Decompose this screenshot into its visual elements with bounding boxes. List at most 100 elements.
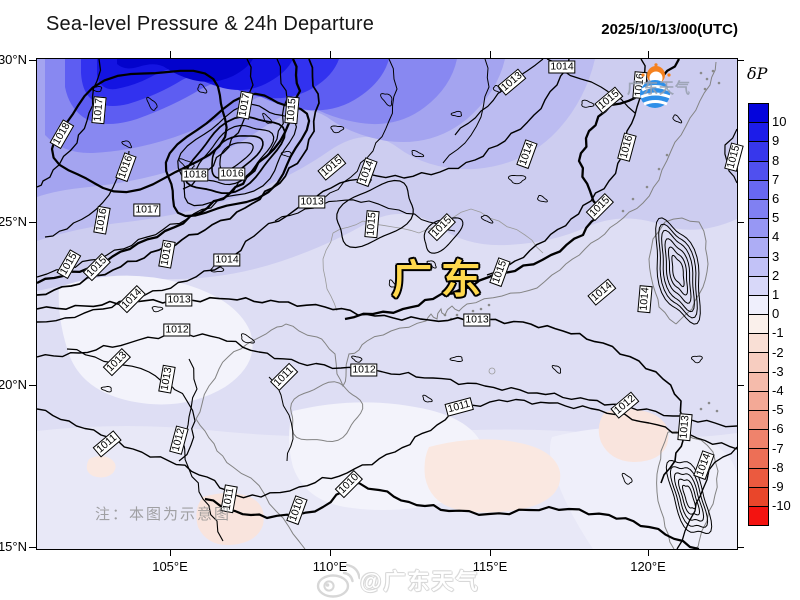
contour-label: 1017	[91, 95, 107, 125]
colorbar-tick-label: -9	[772, 479, 784, 494]
contour-label: 1015	[724, 142, 744, 172]
x-axis-tick-label: 105°E	[152, 559, 188, 574]
contour-label: 1013	[677, 412, 693, 442]
colorbar-segment	[749, 160, 768, 180]
x-axis-tick-label: 115°E	[472, 559, 508, 574]
colorbar-segment	[749, 237, 768, 257]
contour-label: 1015	[56, 248, 82, 280]
colorbar-tick-label: 0	[772, 306, 780, 322]
colorbar-tick-label: 10	[772, 114, 787, 130]
axis-tick	[490, 51, 492, 58]
contour-label: 1016	[115, 151, 137, 183]
colorbar-tick-label: -3	[772, 363, 784, 379]
contour-label: 1011	[444, 397, 474, 417]
contour-label: 1016	[218, 167, 246, 181]
axis-tick	[737, 547, 744, 549]
axis-tick	[170, 51, 172, 58]
colorbar-segment	[749, 198, 768, 219]
colorbar-segment	[749, 141, 768, 161]
x-axis-tick-label: 120°E	[630, 559, 666, 574]
contour-label: 1013	[298, 195, 326, 209]
colorbar-segment	[749, 352, 768, 372]
colorbar-segment	[749, 256, 768, 276]
colorbar-segment	[749, 390, 768, 410]
axis-tick	[737, 385, 744, 387]
contour-label: 1014	[213, 253, 241, 267]
contour-label: 1018	[181, 168, 209, 182]
colorbar-segment	[749, 505, 768, 526]
axis-tick	[737, 222, 744, 224]
y-axis-tick-label: 30°N	[0, 52, 27, 67]
axis-tick	[29, 547, 36, 549]
weather-logo-icon	[640, 63, 671, 108]
contour-label: 1014	[117, 284, 147, 314]
axis-tick	[29, 60, 36, 62]
map-panel: 1018 1017 1018 1017 1016 1016 1017 1016 1016 1015…	[36, 58, 744, 550]
axis-tick	[330, 51, 332, 58]
axis-tick	[29, 385, 36, 387]
colorbar-tick-label: -1	[772, 325, 784, 341]
colorbar-variable-label: δP	[747, 64, 768, 83]
y-axis-tick-label: 15°N	[0, 539, 27, 554]
contour-label: 1015	[364, 209, 380, 239]
colorbar-tick-label: 1	[772, 287, 780, 302]
x-axis-tick-label: 110°E	[312, 559, 348, 574]
contour-label: 1012	[610, 391, 640, 419]
colorbar-segment	[749, 429, 768, 449]
brand-watermark-bottom: @广东天气	[314, 561, 479, 599]
contour-label: 1014	[587, 278, 617, 306]
colorbar-segment	[749, 371, 768, 391]
colorbar-segment	[749, 122, 768, 142]
contour-label: 1015	[284, 95, 300, 125]
weibo-icon	[316, 563, 360, 598]
axis-tick	[737, 60, 744, 62]
pressure-map-image	[37, 59, 737, 549]
contour-label-layer: 1018 1017 1018 1017 1016 1016 1017 1016 1016 1015…	[37, 59, 744, 549]
colorbar-segment	[749, 314, 768, 334]
contour-label: 1015	[594, 86, 624, 114]
contour-label: 1015	[427, 212, 457, 242]
contour-label: 1014	[356, 156, 378, 188]
contour-label: 1012	[350, 363, 378, 377]
contour-label: 1014	[516, 138, 538, 170]
contour-label: 1011	[270, 363, 298, 391]
contour-label: 1017	[133, 203, 161, 217]
contour-label: 1013	[497, 68, 527, 96]
colorbar-segment	[749, 448, 768, 468]
contour-label: 1016	[617, 132, 637, 162]
colorbar-tick-label: 2	[772, 267, 780, 283]
contour-label: 1015	[317, 153, 347, 181]
contour-label: 1013	[463, 313, 491, 327]
axis-tick	[648, 549, 650, 556]
colorbar-segment	[749, 410, 768, 430]
valid-datetime: 2025/10/13/00(UTC)	[601, 21, 738, 38]
colorbar-tick-label: -5	[772, 402, 784, 418]
contour-label: 1013	[158, 364, 176, 394]
contour-label: 1012	[163, 323, 191, 337]
colorbar-tick-label: -8	[772, 459, 784, 475]
axis-tick	[648, 51, 650, 58]
contour-label: 1011	[92, 430, 122, 458]
contour-label: 1010	[286, 494, 308, 526]
colorbar	[748, 103, 769, 527]
colorbar-tick-label: -2	[772, 344, 784, 360]
contour-label: 1013	[165, 293, 193, 307]
axis-tick	[330, 549, 332, 556]
contour-label: 1017	[236, 90, 254, 120]
colorbar-tick-label: -4	[772, 383, 784, 398]
region-label-guangdong: 广东	[392, 258, 490, 302]
colorbar-tick-label: 3	[772, 248, 780, 264]
contour-label: 1010	[334, 469, 364, 499]
y-axis-tick-label: 20°N	[0, 377, 27, 392]
brand-watermark-top: 广东天气	[627, 63, 691, 108]
colorbar-tick-label: 8	[772, 152, 780, 168]
colorbar-tick-label: -7	[772, 440, 784, 456]
axis-tick	[490, 549, 492, 556]
page-title: Sea-level Pressure & 24h Departure	[46, 13, 375, 35]
contour-label: 1014	[548, 60, 576, 74]
contour-label: 1015	[489, 256, 511, 288]
colorbar-tick-label: -6	[772, 421, 784, 437]
colorbar-segment	[749, 486, 768, 506]
colorbar-segment	[749, 218, 768, 238]
